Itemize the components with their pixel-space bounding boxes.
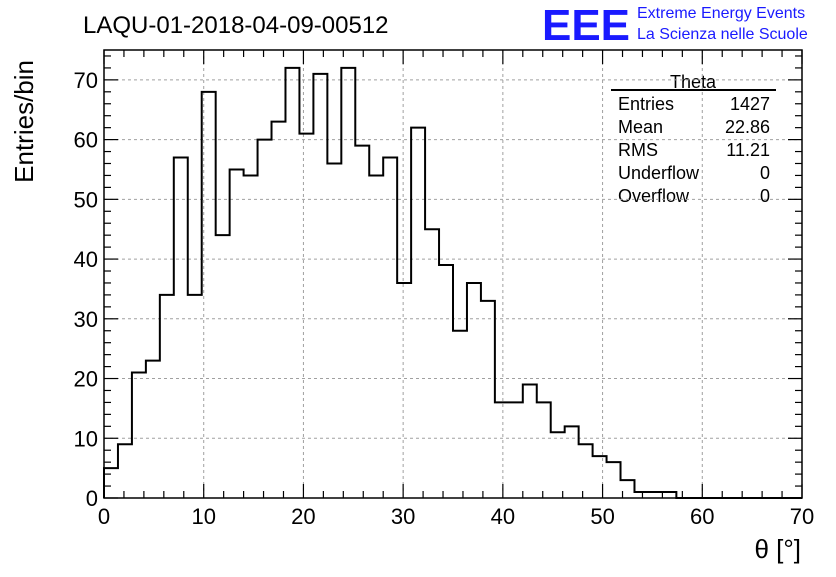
x-tick-label: 40 — [491, 504, 515, 529]
histogram-bin — [383, 158, 397, 498]
grid-layer — [104, 50, 802, 498]
stats-entries-value: 1427 — [730, 94, 770, 114]
stats-rms-label: RMS — [618, 140, 658, 160]
histogram-bin — [132, 373, 146, 498]
histogram-bin — [607, 462, 621, 498]
x-tick-label: 60 — [690, 504, 714, 529]
histogram-bin — [258, 140, 272, 498]
x-tick-label: 30 — [391, 504, 415, 529]
histogram-bin — [230, 169, 244, 498]
histogram-bin — [369, 175, 383, 498]
stats-mean-label: Mean — [618, 117, 663, 137]
histogram-bin — [299, 134, 313, 498]
stats-box: Theta Entries 1427 Mean 22.86 RMS 11.21 … — [611, 72, 776, 206]
y-tick-label: 70 — [74, 68, 98, 93]
histogram-bin — [579, 444, 593, 498]
histogram-bin — [551, 432, 565, 498]
x-tick-label: 70 — [790, 504, 814, 529]
histogram-bin — [118, 444, 132, 498]
stats-underflow-label: Underflow — [618, 163, 700, 183]
y-tick-label: 20 — [74, 367, 98, 392]
histogram-bin — [188, 295, 202, 498]
x-axis-label: θ [°] — [754, 534, 801, 564]
stats-entries-label: Entries — [618, 94, 674, 114]
histogram-bin — [662, 492, 676, 498]
histogram-bin — [411, 128, 425, 498]
histogram-bin — [160, 295, 174, 498]
histogram-bin — [509, 402, 523, 498]
histogram-bin — [439, 265, 453, 498]
histogram-bin — [537, 402, 551, 498]
eee-logo-text: EEE — [542, 1, 630, 50]
histogram-bin — [202, 92, 216, 498]
histogram-bin — [634, 492, 648, 498]
x-tick-label: 10 — [191, 504, 215, 529]
histogram-bin — [453, 331, 467, 498]
stats-rms-value: 11.21 — [726, 140, 770, 160]
stats-underflow-value: 0 — [760, 163, 770, 183]
branding-line1: Extreme Energy Events — [637, 5, 805, 22]
histogram-bin — [648, 492, 662, 498]
y-tick-label: 0 — [86, 486, 98, 511]
histogram-bin — [565, 426, 579, 498]
histogram-bin — [341, 68, 355, 498]
histogram-bin — [216, 235, 230, 498]
y-tick-label: 40 — [74, 247, 98, 272]
stats-overflow-label: Overflow — [618, 186, 690, 206]
histogram-bin — [355, 146, 369, 498]
plot-frame — [103, 49, 803, 499]
stats-box-title: Theta — [670, 72, 717, 92]
y-tick-label: 10 — [74, 426, 98, 451]
histogram-bin — [467, 283, 481, 498]
eee-logo: EEE Extreme Energy Events La Scienza nel… — [542, 1, 808, 50]
axes-layer: 0 10 20 30 40 50 60 70 0 10 20 30 40 50 60 70 — [74, 49, 814, 529]
histogram-bin — [313, 74, 327, 498]
x-tick-label: 0 — [98, 504, 110, 529]
histogram-bin — [523, 385, 537, 498]
histogram-bin — [174, 158, 188, 498]
histogram-outline — [103, 66, 802, 499]
histogram-bin — [397, 283, 411, 498]
x-tick-label: 20 — [291, 504, 315, 529]
y-tick-label: 30 — [74, 307, 98, 332]
histogram-bin — [481, 301, 495, 498]
histogram-layer — [103, 66, 802, 499]
chart-title: LAQU-01-2018-04-09-00512 — [83, 12, 389, 39]
histogram-bin — [285, 68, 299, 498]
histogram-bin — [425, 229, 439, 498]
x-tick-label: 50 — [590, 504, 614, 529]
histogram-bin — [104, 468, 118, 498]
histogram-bin — [495, 402, 509, 498]
y-axis-label: Entries/bin — [9, 60, 39, 183]
y-tick-label: 60 — [74, 128, 98, 153]
histogram-bin — [272, 122, 286, 498]
histogram-bin — [244, 175, 258, 498]
histogram-bin — [146, 361, 160, 498]
y-tick-label: 50 — [74, 187, 98, 212]
stats-mean-value: 22.86 — [725, 117, 770, 137]
branding-line2: La Scienza nelle Scuole — [637, 26, 808, 43]
histogram-bin — [593, 456, 607, 498]
stats-overflow-value: 0 — [760, 186, 770, 206]
histogram-bin — [327, 163, 341, 498]
